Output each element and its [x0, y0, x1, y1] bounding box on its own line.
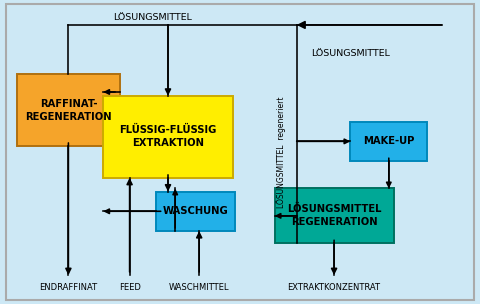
Text: RAFFINAT-
REGENERATION: RAFFINAT- REGENERATION — [25, 98, 112, 122]
Bar — [275, 188, 394, 243]
Text: LÖSUNGSMITTEL
REGENERATION: LÖSUNGSMITTEL REGENERATION — [287, 204, 381, 227]
Bar — [156, 192, 235, 231]
Text: LÖSUNGSMITTEL  regeneriert: LÖSUNGSMITTEL regeneriert — [276, 96, 286, 208]
Text: MAKE-UP: MAKE-UP — [363, 136, 415, 146]
Text: FLÜSSIG-FLÜSSIG
EXTRAKTION: FLÜSSIG-FLÜSSIG EXTRAKTION — [120, 125, 216, 148]
Text: LÖSUNGSMITTEL: LÖSUNGSMITTEL — [311, 49, 390, 58]
Text: WASCHUNG: WASCHUNG — [163, 206, 228, 216]
Text: ENDRAFFINAT: ENDRAFFINAT — [39, 283, 97, 292]
Text: EXTRAKTKONZENTRAT: EXTRAKTKONZENTRAT — [288, 283, 381, 292]
Bar — [350, 122, 427, 161]
Text: FEED: FEED — [119, 283, 141, 292]
Bar — [103, 96, 233, 178]
Text: WASCHMITTEL: WASCHMITTEL — [169, 283, 229, 292]
Bar — [17, 74, 120, 146]
Text: LÖSUNGSMITTEL: LÖSUNGSMITTEL — [113, 13, 192, 22]
